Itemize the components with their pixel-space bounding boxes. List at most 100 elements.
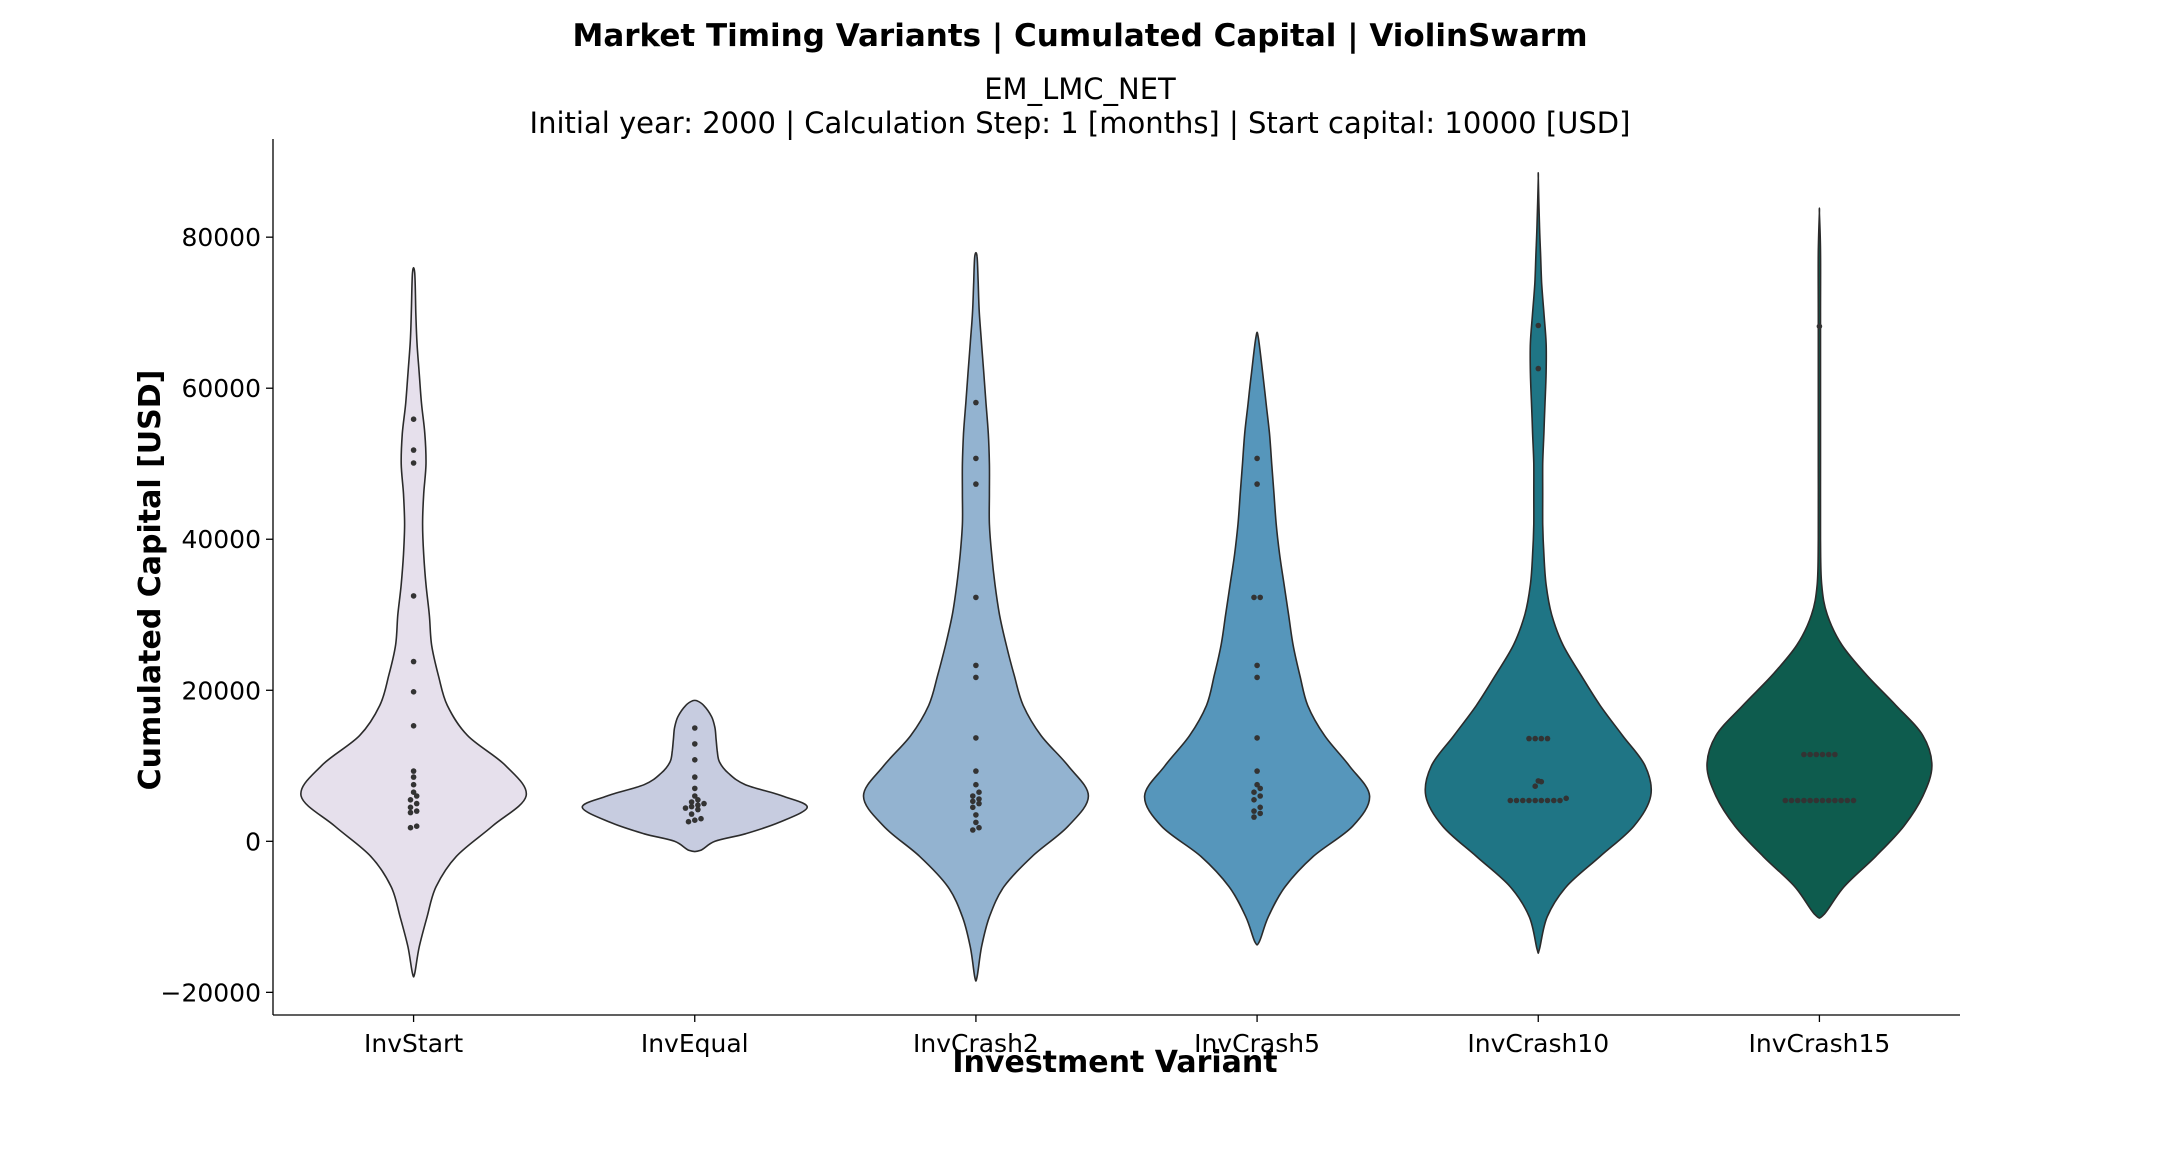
swarm-point: [1819, 751, 1826, 758]
swarm-point: [1832, 751, 1838, 758]
swarm-point: [973, 768, 979, 774]
swarm-point: [1544, 735, 1551, 742]
swarm-point: [410, 460, 417, 466]
swarm-point: [685, 818, 692, 825]
swarm-point: [413, 823, 420, 829]
swarm-point: [976, 796, 982, 802]
swarm-point: [692, 757, 698, 763]
swarm-point: [970, 827, 976, 833]
swarm-point: [410, 774, 417, 780]
y-tick-label: 40000: [181, 525, 261, 554]
swarm-point: [692, 817, 698, 823]
violin-InvStart: [300, 266, 528, 978]
swarm-point: [976, 824, 982, 831]
swarm-point: [1813, 797, 1820, 804]
x-tick-label: InvCrash5: [1194, 1029, 1320, 1058]
swarm-point: [976, 789, 982, 795]
swarm-point: [1532, 735, 1538, 742]
swarm-point: [1251, 797, 1257, 803]
swarm-point: [692, 793, 698, 799]
y-tick-label: 60000: [181, 374, 261, 403]
swarm-point: [1532, 783, 1538, 789]
swarm-point: [1801, 751, 1807, 758]
swarm-point: [1257, 785, 1263, 792]
violin-InvCrash2: [862, 251, 1090, 982]
swarm-point: [973, 674, 979, 681]
swarm-point: [973, 819, 979, 826]
swarm-point: [1257, 594, 1263, 601]
swarm-point: [1813, 751, 1820, 758]
swarm-point: [1563, 795, 1569, 802]
swarm-point: [1535, 778, 1542, 784]
swarm-point: [1535, 322, 1542, 329]
swarm-point: [1254, 674, 1260, 681]
swarm-group: [407, 322, 1857, 833]
swarm-point: [413, 808, 420, 814]
swarm-point: [410, 781, 417, 788]
y-tick-label: 20000: [181, 676, 261, 705]
swarm-point: [692, 725, 698, 731]
swarm-point: [1513, 797, 1520, 804]
swarm-point: [1832, 797, 1838, 804]
swarm-point: [970, 804, 976, 811]
swarm-point: [976, 800, 982, 807]
swarm-point: [1257, 804, 1263, 811]
swarm-point: [1782, 797, 1789, 804]
violin-InvCrash15: [1706, 207, 1933, 919]
swarm-point: [970, 793, 976, 799]
x-tick-label: InvStart: [364, 1029, 463, 1058]
swarm-point: [688, 811, 695, 817]
swarm-point: [1538, 735, 1545, 742]
swarm-point: [973, 662, 979, 669]
swarm-point: [695, 802, 701, 808]
swarm-point: [410, 689, 417, 695]
swarm-point: [1520, 797, 1526, 804]
swarm-point: [1825, 797, 1832, 804]
axes-group: −20000 0 20000 40000 60000 80000 InvStart InvEq…: [161, 139, 1960, 1058]
x-tick-label: InvCrash10: [1467, 1029, 1609, 1058]
swarm-point: [1825, 751, 1832, 758]
swarm-point: [973, 481, 979, 487]
swarm-point: [688, 803, 695, 810]
swarm-point: [407, 809, 414, 816]
swarm-point: [1254, 662, 1260, 669]
swarm-point: [407, 824, 414, 831]
swarm-point: [973, 455, 979, 462]
swarm-point: [1507, 797, 1514, 804]
swarm-point: [701, 800, 707, 807]
swarm-point: [1254, 768, 1260, 774]
swarm-point: [413, 793, 420, 799]
swarm-point: [1254, 481, 1260, 487]
swarm-point: [973, 812, 979, 818]
swarm-point: [1251, 594, 1257, 601]
swarm-point: [1257, 810, 1263, 817]
x-tick-label: InvEqual: [641, 1029, 749, 1058]
chart-title: Market Timing Variants | Cumulated Capit…: [572, 18, 1588, 54]
swarm-point: [410, 658, 417, 665]
swarm-point: [1838, 797, 1844, 804]
violin-InvCrash5: [1143, 331, 1371, 946]
swarm-point: [1844, 797, 1851, 804]
violin-InvCrash10: [1424, 172, 1653, 955]
swarm-point: [1807, 751, 1813, 758]
swarm-point: [1254, 455, 1260, 462]
swarm-point: [410, 447, 417, 453]
swarm-point: [1819, 797, 1826, 804]
violin-group: [300, 172, 1933, 982]
swarm-point: [1794, 797, 1801, 804]
swarm-point: [410, 723, 417, 729]
swarm-point: [1788, 797, 1795, 804]
swarm-point: [410, 416, 417, 423]
swarm-point: [973, 594, 979, 601]
swarm-point: [410, 789, 417, 795]
swarm-point: [1532, 797, 1538, 804]
x-axis-title: Investment Variant: [952, 1045, 1277, 1080]
swarm-point: [1251, 808, 1257, 814]
swarm-point: [692, 741, 698, 747]
swarm-point: [1538, 797, 1545, 804]
swarm-point: [407, 804, 414, 811]
swarm-point: [970, 798, 976, 805]
x-tick-label: InvCrash2: [913, 1029, 1039, 1058]
swarm-point: [973, 399, 979, 406]
